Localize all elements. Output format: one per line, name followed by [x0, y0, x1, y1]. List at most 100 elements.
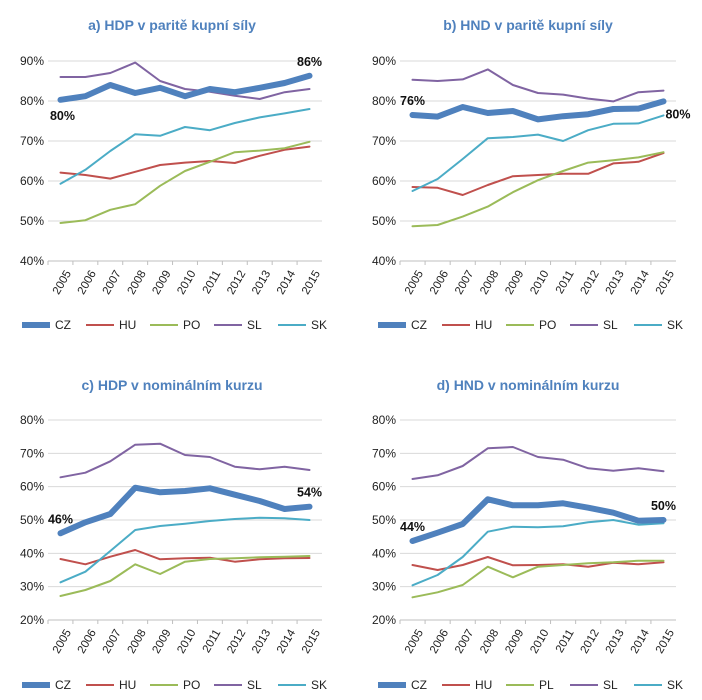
- legend-label-sl: SL: [603, 678, 618, 692]
- series-line-sk: [411, 519, 665, 587]
- legend-label-cz: CZ: [411, 318, 427, 332]
- x-tick-label: 2013: [604, 628, 627, 656]
- x-tick-label: 2009: [503, 628, 526, 656]
- x-tick-label: 2015: [654, 269, 677, 297]
- chart-title: b) HND v paritě kupní síly: [443, 17, 613, 33]
- series-line-sl: [59, 442, 311, 479]
- chart-title: c) HDP v nominálním kurzu: [82, 377, 263, 393]
- series-line-sk: [59, 108, 311, 185]
- data-label: 44%: [400, 520, 425, 534]
- x-tick-label: 2010: [528, 628, 551, 656]
- x-tick-label: 2007: [101, 628, 124, 656]
- y-tick-label: 40%: [372, 546, 396, 560]
- y-tick-label: 80%: [20, 413, 44, 427]
- series-line-sl: [411, 446, 665, 480]
- x-tick-label: 2006: [76, 628, 99, 656]
- x-tick-label: 2008: [126, 628, 149, 656]
- y-tick-label: 70%: [20, 446, 44, 460]
- y-tick-label: 90%: [20, 54, 44, 68]
- legend-label-hu: HU: [475, 318, 492, 332]
- legend-label-hu: HU: [475, 678, 492, 692]
- y-tick-label: 70%: [372, 446, 396, 460]
- y-tick-label: 40%: [372, 254, 396, 268]
- data-label: 54%: [297, 486, 322, 500]
- legend-label-sl: SL: [603, 318, 618, 332]
- x-tick-label: 2007: [101, 269, 124, 297]
- chart-panel-a: a) HDP v paritě kupní síly 40% 50% 60% 70% 80…: [20, 17, 327, 332]
- y-tick-label: 80%: [372, 413, 396, 427]
- x-tick-label: 2005: [51, 628, 74, 656]
- x-tick-label: 2008: [478, 628, 501, 656]
- y-tick-label: 90%: [372, 54, 396, 68]
- y-tick-label: 20%: [20, 613, 44, 627]
- legend-label-cz: CZ: [55, 318, 71, 332]
- y-tick-label: 40%: [20, 546, 44, 560]
- x-tick-label: 2006: [76, 269, 99, 297]
- data-label: 50%: [651, 499, 676, 513]
- data-label: 76%: [400, 94, 425, 108]
- legend-label-cz: CZ: [55, 678, 71, 692]
- chart-title: a) HDP v paritě kupní síly: [88, 17, 256, 33]
- x-tick-label: 2013: [250, 269, 273, 297]
- legend-label-sl: SL: [247, 678, 262, 692]
- legend-label-cz: CZ: [411, 678, 427, 692]
- x-tick-label: 2010: [175, 628, 198, 656]
- series-line-po: [411, 151, 665, 228]
- series-line-hu: [59, 145, 311, 180]
- x-tick-label: 2015: [654, 628, 677, 656]
- y-tick-label: 30%: [372, 580, 396, 594]
- data-label: 80%: [665, 107, 690, 121]
- x-tick-label: 2014: [275, 627, 298, 656]
- x-tick-label: 2014: [629, 268, 652, 297]
- y-tick-label: 60%: [20, 174, 44, 188]
- x-tick-label: 2005: [403, 628, 426, 656]
- x-tick-label: 2010: [528, 269, 551, 297]
- x-tick-label: 2012: [225, 628, 248, 656]
- x-tick-label: 2012: [225, 269, 248, 297]
- legend-label-sk: SK: [667, 318, 683, 332]
- x-tick-label: 2009: [150, 269, 173, 297]
- x-tick-label: 2007: [453, 269, 476, 297]
- x-tick-label: 2014: [275, 268, 298, 297]
- y-tick-label: 50%: [20, 513, 44, 527]
- y-tick-label: 70%: [20, 134, 44, 148]
- x-tick-label: 2013: [250, 628, 273, 656]
- x-tick-label: 2011: [201, 269, 224, 296]
- y-tick-label: 40%: [20, 254, 44, 268]
- chart-panel-b: b) HND v paritě kupní síly 40% 50% 60% 70% 80…: [372, 17, 691, 332]
- legend-label-hu: HU: [119, 678, 136, 692]
- series-line-cz: [57, 484, 313, 537]
- series-line-hu: [59, 549, 311, 566]
- x-tick-label: 2007: [453, 628, 476, 656]
- series-line-cz: [57, 72, 313, 103]
- legend-label-po: PO: [183, 678, 200, 692]
- x-tick-label: 2015: [300, 628, 323, 656]
- x-tick-label: 2011: [554, 628, 577, 655]
- y-tick-label: 20%: [372, 613, 396, 627]
- data-label: 80%: [50, 109, 75, 123]
- series-line-sl: [411, 68, 665, 103]
- chart-panel-d: d) HND v nominálním kurzu 20% 30% 40% 50% 60%…: [372, 377, 683, 692]
- series-line-sl: [59, 61, 311, 100]
- x-tick-label: 2006: [428, 628, 451, 656]
- series-line-hu: [411, 556, 665, 571]
- series-line-pl: [411, 559, 665, 599]
- x-tick-label: 2011: [554, 269, 577, 296]
- y-tick-label: 80%: [20, 94, 44, 108]
- legend-label-sk: SK: [311, 318, 327, 332]
- series-line-po: [59, 140, 311, 224]
- data-label: 86%: [297, 55, 322, 69]
- x-tick-label: 2011: [201, 628, 224, 655]
- y-tick-label: 60%: [20, 480, 44, 494]
- x-tick-label: 2009: [503, 269, 526, 297]
- x-tick-label: 2008: [478, 269, 501, 297]
- x-tick-label: 2012: [579, 269, 602, 297]
- x-tick-label: 2012: [579, 628, 602, 656]
- data-label: 46%: [48, 512, 73, 526]
- x-tick-label: 2009: [150, 628, 173, 656]
- x-tick-label: 2008: [126, 269, 149, 297]
- series-line-sk: [411, 114, 665, 192]
- x-tick-label: 2006: [428, 269, 451, 297]
- legend-label-po: PO: [539, 318, 556, 332]
